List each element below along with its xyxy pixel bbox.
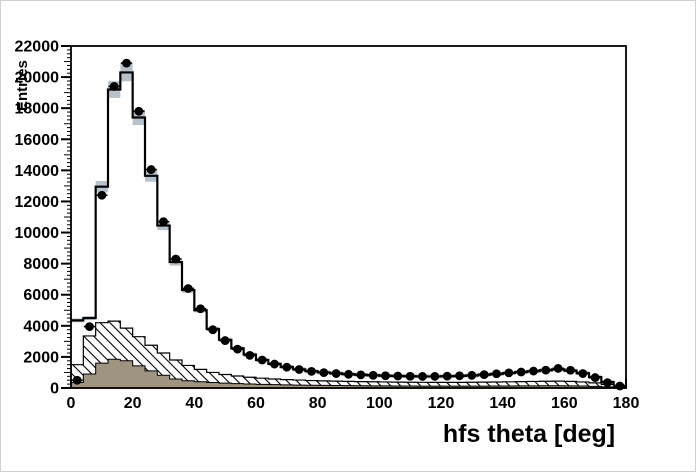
svg-text:80: 80: [309, 395, 327, 412]
svg-text:160: 160: [551, 395, 578, 412]
svg-text:18000: 18000: [15, 101, 60, 118]
svg-text:120: 120: [428, 395, 455, 412]
svg-text:4000: 4000: [23, 318, 59, 335]
svg-text:16000: 16000: [15, 132, 60, 149]
svg-text:0: 0: [67, 395, 76, 412]
svg-text:6000: 6000: [23, 287, 59, 304]
x-axis-title: hfs theta [deg]: [442, 420, 616, 448]
svg-text:180: 180: [613, 395, 640, 412]
svg-text:2000: 2000: [23, 349, 59, 366]
svg-text:22000: 22000: [15, 39, 60, 56]
svg-text:140: 140: [489, 395, 516, 412]
svg-text:8000: 8000: [23, 256, 59, 273]
svg-text:0: 0: [50, 381, 59, 398]
svg-text:14000: 14000: [15, 163, 60, 180]
svg-text:20000: 20000: [15, 70, 60, 87]
svg-text:20: 20: [124, 395, 142, 412]
svg-text:40: 40: [185, 395, 203, 412]
svg-text:100: 100: [366, 395, 393, 412]
svg-text:10000: 10000: [15, 225, 60, 242]
svg-text:60: 60: [247, 395, 265, 412]
y-axis-title: Entries: [14, 60, 31, 111]
svg-text:12000: 12000: [15, 194, 60, 211]
